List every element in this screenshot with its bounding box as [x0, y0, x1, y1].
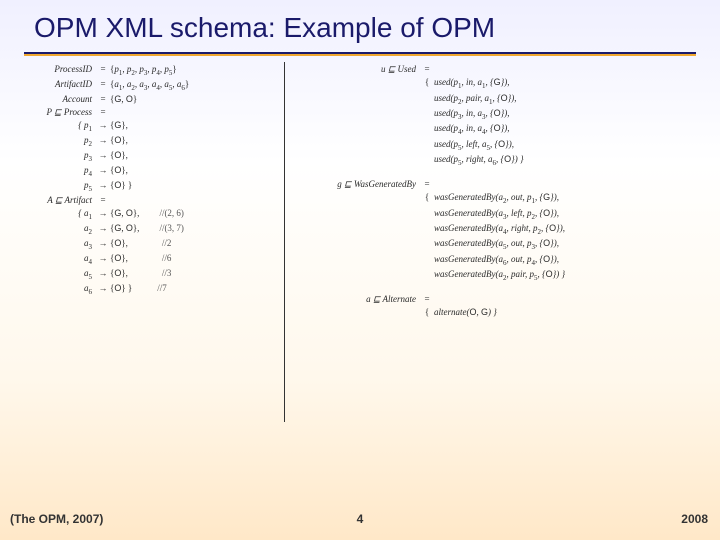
content-area: ProcessID={p1, p2, p3, p4, p5} ArtifactI…: [0, 56, 720, 486]
vertical-divider: [284, 62, 285, 422]
footer-citation: (The OPM, 2007): [10, 512, 103, 526]
footer-page: 4: [357, 512, 364, 526]
right-equations: u ⊑ Used= {used(p1, in, a1, {G}), used(p…: [302, 64, 702, 320]
footer: (The OPM, 2007) 4 2008: [0, 512, 720, 532]
left-equations: ProcessID={p1, p2, p3, p4, p5} ArtifactI…: [22, 64, 282, 298]
slide-title: OPM XML schema: Example of OPM: [0, 0, 720, 52]
footer-year: 2008: [681, 512, 708, 526]
